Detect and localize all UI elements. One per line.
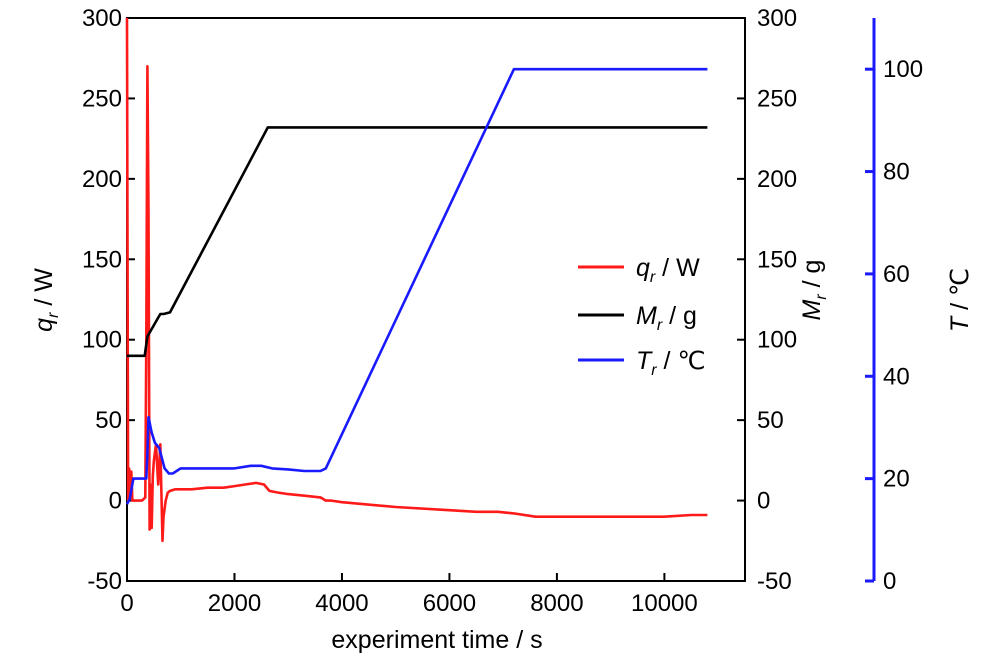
mass-tick-label-6: 0	[757, 488, 770, 515]
left-tick-label-7: -50	[87, 568, 122, 595]
temperature-tick-label-5: 0	[883, 568, 896, 595]
mass-tick-label-2: 200	[757, 166, 797, 193]
mass-axis-title: Mr / g	[798, 260, 830, 321]
left-tick-label-0: 300	[82, 5, 122, 32]
temperature-tick-label-0: 100	[883, 56, 923, 83]
left-tick-label-1: 250	[82, 85, 122, 112]
left-tick-label-3: 150	[82, 246, 122, 273]
left-tick-label-5: 50	[95, 407, 122, 434]
temperature-axis-title-rest: / ℃	[946, 268, 974, 317]
qr-series-line	[125, 17, 708, 543]
mass-tick-label-5: 50	[757, 407, 784, 434]
temperature-axis-title: T / ℃	[946, 268, 974, 332]
left-tick-label-6: 0	[109, 488, 122, 515]
x-axis-title: experiment time / s	[331, 626, 542, 654]
temperature-tick-label-2: 60	[883, 261, 910, 288]
left-axis-title-main: q	[30, 318, 58, 332]
mass-tick-label-7: -50	[757, 568, 792, 595]
legend-label-tr: Tr / ℃	[636, 347, 706, 379]
mass-tick-label-1: 250	[757, 85, 797, 112]
left-axis-title-rest: / W	[30, 268, 58, 313]
mass-tick-label-4: 100	[757, 327, 797, 354]
plot-frame	[126, 17, 746, 582]
legend-label-qr: qr / W	[636, 254, 700, 286]
legend: qr / W Mr / g Tr / ℃	[578, 254, 706, 379]
left-tick-label-2: 200	[82, 166, 122, 193]
left-tick-label-4: 100	[82, 327, 122, 354]
x-tick-label-2: 4000	[315, 590, 368, 617]
mass-tick-label-0: 300	[757, 5, 797, 32]
temperature-tick-label-4: 20	[883, 466, 910, 493]
mass-axis-title-main: M	[798, 299, 826, 320]
mr-series-line	[127, 126, 708, 358]
temperature-axis-title-main: T	[946, 315, 974, 332]
left-axis-title-sub: r	[45, 312, 62, 318]
x-tick-label-4: 8000	[530, 590, 583, 617]
x-tick-label-1: 2000	[208, 590, 261, 617]
mass-tick-label-3: 150	[757, 246, 797, 273]
mass-axis-title-rest: / g	[798, 260, 826, 295]
tick-layer: 0 2000 4000 6000 8000 10000300250200150100500…	[82, 5, 923, 617]
x-tick-label-3: 6000	[423, 590, 476, 617]
tr-series-line	[125, 67, 708, 505]
mass-axis-title-sub: r	[813, 294, 830, 300]
left-axis-title: qr / W	[30, 268, 62, 332]
x-tick-label-5: 10000	[631, 590, 698, 617]
temperature-tick-label-1: 80	[883, 159, 910, 186]
temperature-tick-label-3: 40	[883, 363, 910, 390]
x-tick-label-0: 0	[120, 590, 133, 617]
series-layer	[125, 17, 708, 543]
legend-label-mr: Mr / g	[636, 302, 697, 334]
